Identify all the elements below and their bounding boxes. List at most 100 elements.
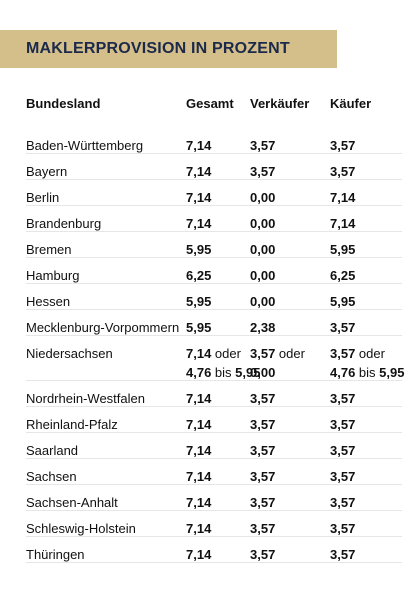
row-verkaeufer: 3,57: [250, 521, 276, 536]
row-gesamt: 7,14: [186, 391, 212, 406]
row-bundesland: Sachsen-Anhalt: [26, 495, 118, 510]
row-verkaeufer: 3,57 oder 0,00: [250, 344, 305, 382]
row-bundesland: Bayern: [26, 164, 68, 179]
row-gesamt: 7,14: [186, 164, 212, 179]
row-bundesland: Sachsen: [26, 469, 77, 484]
row-gesamt: 7,14: [186, 138, 212, 153]
commission-table: Bundesland Gesamt Verkäufer Käufer Baden…: [26, 90, 404, 563]
row-verkaeufer: 3,57: [250, 495, 276, 510]
table-row: Nordrhein-Westfalen 7,14 3,57 3,57: [26, 381, 402, 407]
table-row: Schleswig-Holstein 7,14 3,57 3,57: [26, 511, 402, 537]
row-kaeufer: 7,14: [330, 216, 356, 231]
row-kaeufer: 3,57: [330, 443, 356, 458]
row-verkaeufer: 3,57: [250, 391, 276, 406]
row-verkaeufer: 3,57: [250, 138, 276, 153]
kaeufer-value-1: 3,57: [330, 346, 356, 361]
table-row: Mecklenburg-Vorpommern 5,95 2,38 3,57: [26, 310, 402, 336]
row-gesamt: 7,14: [186, 216, 212, 231]
gesamt-value-1: 7,14: [186, 346, 212, 361]
table-row: Thüringen 7,14 3,57 3,57: [26, 537, 402, 563]
gesamt-value-2a: 4,76: [186, 365, 212, 380]
gesamt-bis: bis: [211, 365, 236, 380]
row-kaeufer: 3,57: [330, 469, 356, 484]
row-kaeufer: 5,95: [330, 242, 356, 257]
row-bundesland: Hamburg: [26, 268, 80, 283]
table-row: Brandenburg 7,14 0,00 7,14: [26, 206, 402, 232]
verkaeufer-value-2: 0,00: [250, 365, 276, 380]
kaeufer-value-2a: 4,76: [330, 365, 356, 380]
table-row-niedersachsen: Niedersachsen 7,14 oder 4,76 bis 5,95 3,…: [26, 336, 404, 382]
row-bundesland: Niedersachsen: [26, 346, 113, 361]
row-gesamt: 5,95: [186, 320, 212, 335]
row-verkaeufer: 0,00: [250, 268, 276, 283]
row-gesamt: 7,14: [186, 495, 212, 510]
row-verkaeufer: 0,00: [250, 190, 276, 205]
row-kaeufer: 3,57: [330, 138, 356, 153]
gesamt-oder: oder: [211, 346, 241, 361]
row-verkaeufer: 3,57: [250, 469, 276, 484]
row-kaeufer: 3,57: [330, 320, 356, 335]
row-verkaeufer: 0,00: [250, 294, 276, 309]
table-row: Sachsen-Anhalt 7,14 3,57 3,57: [26, 485, 402, 511]
row-gesamt: 5,95: [186, 242, 212, 257]
row-bundesland: Saarland: [26, 443, 79, 458]
row-gesamt: 7,14: [186, 443, 212, 458]
row-bundesland: Thüringen: [26, 547, 85, 562]
table-row: Bayern 7,14 3,57 3,57: [26, 154, 402, 180]
table-row: Sachsen 7,14 3,57 3,57: [26, 459, 402, 485]
kaeufer-bis: bis: [355, 365, 380, 380]
table-row: Berlin 7,14 0,00 7,14: [26, 180, 402, 206]
row-kaeufer: 3,57: [330, 164, 356, 179]
row-kaeufer: 3,57: [330, 391, 356, 406]
table-row: Baden-Württemberg 7,14 3,57 3,57: [26, 128, 402, 154]
row-bundesland: Schleswig-Holstein: [26, 521, 136, 536]
row-bundesland: Berlin: [26, 190, 60, 205]
row-verkaeufer: 3,57: [250, 417, 276, 432]
header-bundesland: Bundesland: [26, 96, 101, 111]
table-row: Bremen 5,95 0,00 5,95: [26, 232, 402, 258]
row-bundesland: Baden-Württemberg: [26, 138, 144, 153]
header-gesamt: Gesamt: [186, 96, 234, 111]
row-gesamt: 7,14: [186, 469, 212, 484]
row-gesamt: 7,14: [186, 521, 212, 536]
table-row: Rheinland-Pfalz 7,14 3,57 3,57: [26, 407, 402, 433]
row-gesamt: 6,25: [186, 268, 212, 283]
row-kaeufer: 7,14: [330, 190, 356, 205]
page-title: MAKLERPROVISION IN PROZENT: [26, 40, 290, 57]
header-verkaeufer: Verkäufer: [250, 96, 310, 111]
row-kaeufer: 6,25: [330, 268, 356, 283]
row-verkaeufer: 0,00: [250, 242, 276, 257]
row-bundesland: Rheinland-Pfalz: [26, 417, 118, 432]
row-kaeufer: 3,57: [330, 547, 356, 562]
row-kaeufer: 3,57: [330, 417, 356, 432]
row-verkaeufer: 3,57: [250, 443, 276, 458]
row-verkaeufer: 0,00: [250, 216, 276, 231]
title-banner: MAKLERPROVISION IN PROZENT: [0, 30, 337, 68]
row-verkaeufer: 3,57: [250, 164, 276, 179]
table-row: Saarland 7,14 3,57 3,57: [26, 433, 402, 459]
header-kaeufer: Käufer: [330, 96, 372, 111]
verkaeufer-oder: oder: [275, 346, 305, 361]
kaeufer-value-2b: 5,95: [379, 365, 405, 380]
verkaeufer-value-1: 3,57: [250, 346, 276, 361]
row-bundesland: Brandenburg: [26, 216, 102, 231]
row-gesamt: 7,14: [186, 417, 212, 432]
row-gesamt: 7,14 oder 4,76 bis 5,95: [186, 344, 260, 382]
table-row: Hessen 5,95 0,00 5,95: [26, 284, 402, 310]
table-row: Hamburg 6,25 0,00 6,25: [26, 258, 402, 284]
row-bundesland: Bremen: [26, 242, 72, 257]
row-gesamt: 7,14: [186, 190, 212, 205]
row-gesamt: 5,95: [186, 294, 212, 309]
kaeufer-oder: oder: [355, 346, 385, 361]
row-gesamt: 7,14: [186, 547, 212, 562]
row-kaeufer: 3,57: [330, 495, 356, 510]
row-kaeufer: 3,57 oder 4,76 bis 5,95: [330, 344, 404, 382]
row-verkaeufer: 3,57: [250, 547, 276, 562]
row-bundesland: Hessen: [26, 294, 71, 309]
row-bundesland: Mecklenburg-Vorpommern: [26, 320, 180, 335]
row-bundesland: Nordrhein-Westfalen: [26, 391, 145, 406]
gesamt-value-2b: 5,95: [235, 365, 261, 380]
row-verkaeufer: 2,38: [250, 320, 276, 335]
row-kaeufer: 3,57: [330, 521, 356, 536]
row-kaeufer: 5,95: [330, 294, 356, 309]
